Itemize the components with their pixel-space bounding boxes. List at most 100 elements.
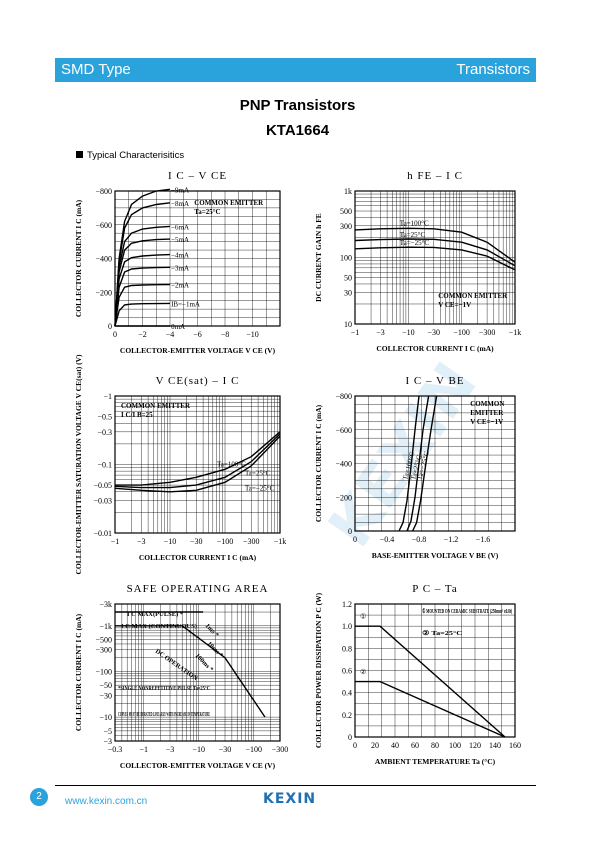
x-tick-label: −3	[137, 537, 146, 546]
y-tick-label: 500	[340, 207, 352, 216]
y-tick-label: 0.8	[342, 644, 352, 653]
series-line	[354, 246, 516, 271]
x-tick-label: 140	[489, 741, 501, 750]
bullet-square-icon	[76, 151, 83, 158]
curve-marker: ②	[360, 668, 366, 676]
y-tick-label: −0.3	[97, 428, 112, 437]
footer-rule	[55, 785, 536, 786]
annotation-text: COMMON EMITTER	[438, 292, 508, 300]
series-line	[114, 283, 171, 327]
legend-text: ① MOUNTED ON CERAMIC SUBSTRATE (250mm² x…	[422, 607, 512, 615]
section-label: Typical Characterisitics	[87, 150, 185, 161]
annotation-text: DC OPERATION	[154, 648, 199, 683]
y-tick-label: −300	[95, 646, 112, 655]
x-tick-label: −4	[166, 330, 175, 339]
header-band: SMD Type Transistors	[55, 58, 536, 82]
x-tick-label: −10	[246, 330, 259, 339]
y-tick-label: −200	[95, 288, 112, 297]
chart-soa-plot: SAFE OPERATING AREA −0.3 −1 −3 −10 −30 −100 −30…	[74, 583, 289, 770]
y-tick-label: −0.03	[93, 496, 112, 505]
annotation-text: V CE=−1V	[470, 418, 503, 426]
annotation-text: I C/I B=25	[121, 411, 153, 419]
annotation-text: COMMON EMITTER	[194, 199, 264, 207]
x-tick-label: −30	[219, 745, 232, 754]
x-tick-label: −100	[453, 328, 470, 337]
series-line	[354, 238, 516, 267]
y-tick-label: −0.01	[93, 529, 112, 538]
y-axis-label: COLLECTOR CURRENT I C (mA)	[314, 404, 323, 522]
plot-frame	[114, 190, 281, 327]
x-tick-label: −1	[351, 328, 360, 337]
x-tick-label: 100	[449, 741, 461, 750]
y-axis-label: COLLECTOR CURRENT I C (mA)	[74, 199, 83, 317]
y-tick-label: 1.2	[342, 600, 352, 609]
x-tick-label: 20	[371, 741, 379, 750]
y-axis-label: DC CURRENT GAIN h FE	[314, 213, 323, 302]
chart-pc-ta-plot: P C – Ta 0 20 40 60 80 100 120 140 160 0 0.2 0.4 0.6 0…	[314, 583, 521, 766]
series-line	[355, 625, 506, 738]
y-tick-label: 0.6	[342, 667, 352, 676]
chart-title: P C – Ta	[412, 583, 457, 595]
x-tick-label: −300	[479, 328, 496, 337]
x-tick-label: −300	[272, 745, 289, 754]
series-line	[114, 435, 281, 493]
annotation-text: *SINGLE NONREPETITIVE PULSE Ta=25°C	[118, 685, 210, 692]
y-tick-label: 30	[344, 288, 352, 297]
y-tick-label: −100	[95, 667, 112, 676]
annotation-text: V CE=−1V	[438, 301, 471, 309]
series-label: Ta=−25°C	[245, 484, 275, 492]
y-axis-label: COLLECTOR POWER DISSIPATION P C (W)	[314, 592, 323, 748]
y-tick-label: −0.1	[97, 461, 112, 470]
y-tick-label: 300	[340, 222, 352, 231]
chart-title: h FE – I C	[407, 170, 463, 182]
series-line	[114, 302, 171, 327]
x-tick-label: −0.8	[412, 535, 427, 544]
chart-title: SAFE OPERATING AREA	[127, 583, 269, 595]
series-line	[406, 395, 430, 532]
x-tick-label: −10	[164, 537, 177, 546]
chart-vcesat-ic-plot: V CE(sat) – I C −1 −3 −10 −30 −100 −300 −1k −0.0…	[74, 354, 286, 575]
annotation-text: CURVES MUST BE DERATED LINEARLY WITH INC…	[118, 711, 210, 718]
x-tick-label: −1	[111, 537, 120, 546]
header-left: SMD Type	[61, 61, 131, 78]
x-tick-label: −10	[193, 745, 206, 754]
annotation-text: I C MAX(PULSE) *	[127, 611, 183, 618]
chart-ic-vce-plot: I C – V CE 0 −2 −4 −6 −8 −10 0 −200 −400 −600 −800 C…	[74, 170, 281, 355]
x-axis-label: COLLECTOR CURRENT I C (mA)	[139, 553, 257, 562]
annotation-text: COMMON EMITTER	[121, 402, 191, 410]
series-label: Ta=25°C	[400, 231, 426, 239]
annotation-text: 100ms *	[194, 652, 215, 673]
series-line	[114, 202, 171, 327]
x-tick-label: −1	[140, 745, 149, 754]
y-tick-label: −800	[95, 187, 112, 196]
x-tick-label: 0	[113, 330, 117, 339]
y-tick-label: 100	[340, 254, 352, 263]
curve-marker: ①	[360, 612, 366, 620]
y-tick-label: −600	[335, 426, 352, 435]
chart-title: V CE(sat) – I C	[156, 375, 240, 387]
series-line	[355, 680, 506, 738]
series-line	[114, 266, 171, 327]
x-tick-label: 160	[509, 741, 521, 750]
series-label: Ta=100°C	[400, 219, 429, 227]
x-tick-label: 0	[353, 535, 357, 544]
x-tick-label: 80	[431, 741, 439, 750]
y-tick-label: 0.2	[342, 711, 352, 720]
series-label: Ta=−25°C	[400, 239, 430, 247]
x-axis-label: AMBIENT TEMPERATURE Ta (°C)	[375, 757, 496, 766]
x-tick-label: −1.2	[444, 535, 459, 544]
series-label: −6mA	[171, 223, 189, 231]
plot-frame	[354, 603, 516, 738]
legend-text: ② Ta=25°C	[422, 629, 462, 637]
series-line	[181, 625, 266, 718]
series-label: −3mA	[171, 264, 189, 272]
footer-url[interactable]: www.kexin.com.cn	[65, 796, 148, 807]
series-label: −2mA	[171, 281, 189, 289]
y-tick-label: −800	[335, 392, 352, 401]
plot-frame	[354, 395, 516, 532]
annotation-text: Ta=25°C	[194, 208, 220, 216]
x-tick-label: −3	[166, 745, 175, 754]
page-title: PNP Transistors	[239, 97, 356, 114]
series-label: IB=−1mA	[171, 300, 200, 308]
x-tick-label: −0.3	[108, 745, 123, 754]
